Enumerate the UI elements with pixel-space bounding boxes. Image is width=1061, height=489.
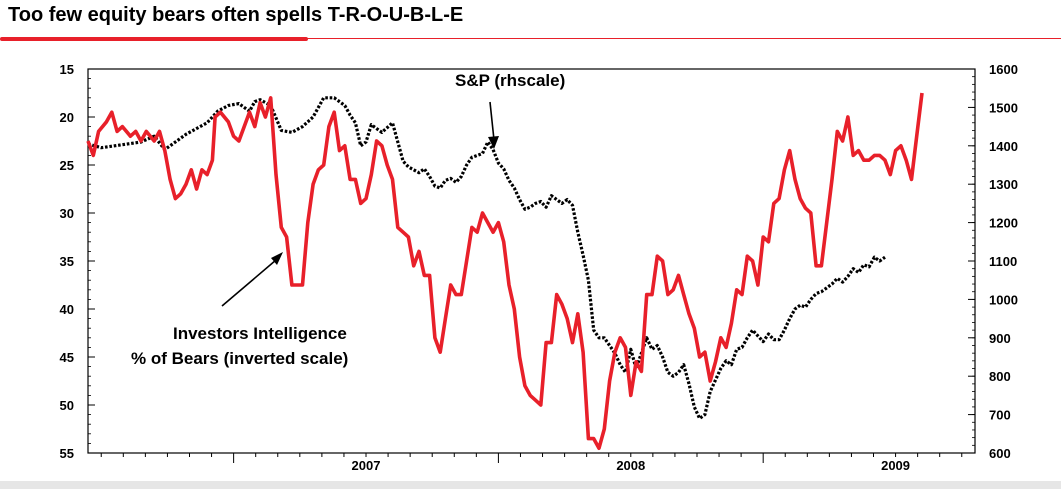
x-tick-label: 2007 xyxy=(352,458,381,473)
title-underline-accent xyxy=(0,37,308,41)
right-tick-label: 1300 xyxy=(989,177,1018,192)
bears-arrow xyxy=(221,259,277,307)
title-underline-rule xyxy=(300,38,1061,39)
right-tick-label: 900 xyxy=(989,331,1011,346)
left-tick-label: 45 xyxy=(60,350,74,365)
x-tick-label: 2009 xyxy=(881,458,910,473)
chart-title: Too few equity bears often spells T-R-O-… xyxy=(8,4,464,26)
right-tick-label: 1200 xyxy=(989,216,1018,231)
bears-label-line1: Investors Intelligence xyxy=(173,324,347,343)
right-tick-label: 1600 xyxy=(989,62,1018,77)
right-tick-label: 800 xyxy=(989,369,1011,384)
right-tick-label: 1100 xyxy=(989,254,1017,269)
right-tick-label: 1400 xyxy=(989,139,1018,154)
bears-arrowhead xyxy=(271,252,283,265)
sp-label: S&P (rhscale) xyxy=(455,71,565,90)
sp-arrow xyxy=(489,101,495,141)
left-tick-label: 35 xyxy=(60,254,74,269)
title-underline xyxy=(0,37,1061,41)
bears-series-line xyxy=(86,92,924,450)
x-tick-label: 2008 xyxy=(616,458,645,473)
right-tick-label: 700 xyxy=(989,408,1011,423)
right-tick-label: 600 xyxy=(989,446,1011,461)
left-tick-label: 50 xyxy=(60,398,74,413)
sp-arrowhead xyxy=(488,136,499,149)
sp-series-line xyxy=(87,96,886,420)
bears-label-line2: % of Bears (inverted scale) xyxy=(131,349,348,368)
left-tick-label: 40 xyxy=(60,302,74,317)
left-tick-label: 15 xyxy=(60,62,74,77)
left-tick-label: 20 xyxy=(60,110,74,125)
bottom-band xyxy=(0,481,1061,489)
right-tick-label: 1500 xyxy=(989,100,1018,115)
left-tick-label: 25 xyxy=(60,158,74,173)
left-tick-label: 55 xyxy=(60,446,74,461)
right-tick-label: 1000 xyxy=(989,292,1018,307)
left-tick-label: 30 xyxy=(60,206,74,221)
